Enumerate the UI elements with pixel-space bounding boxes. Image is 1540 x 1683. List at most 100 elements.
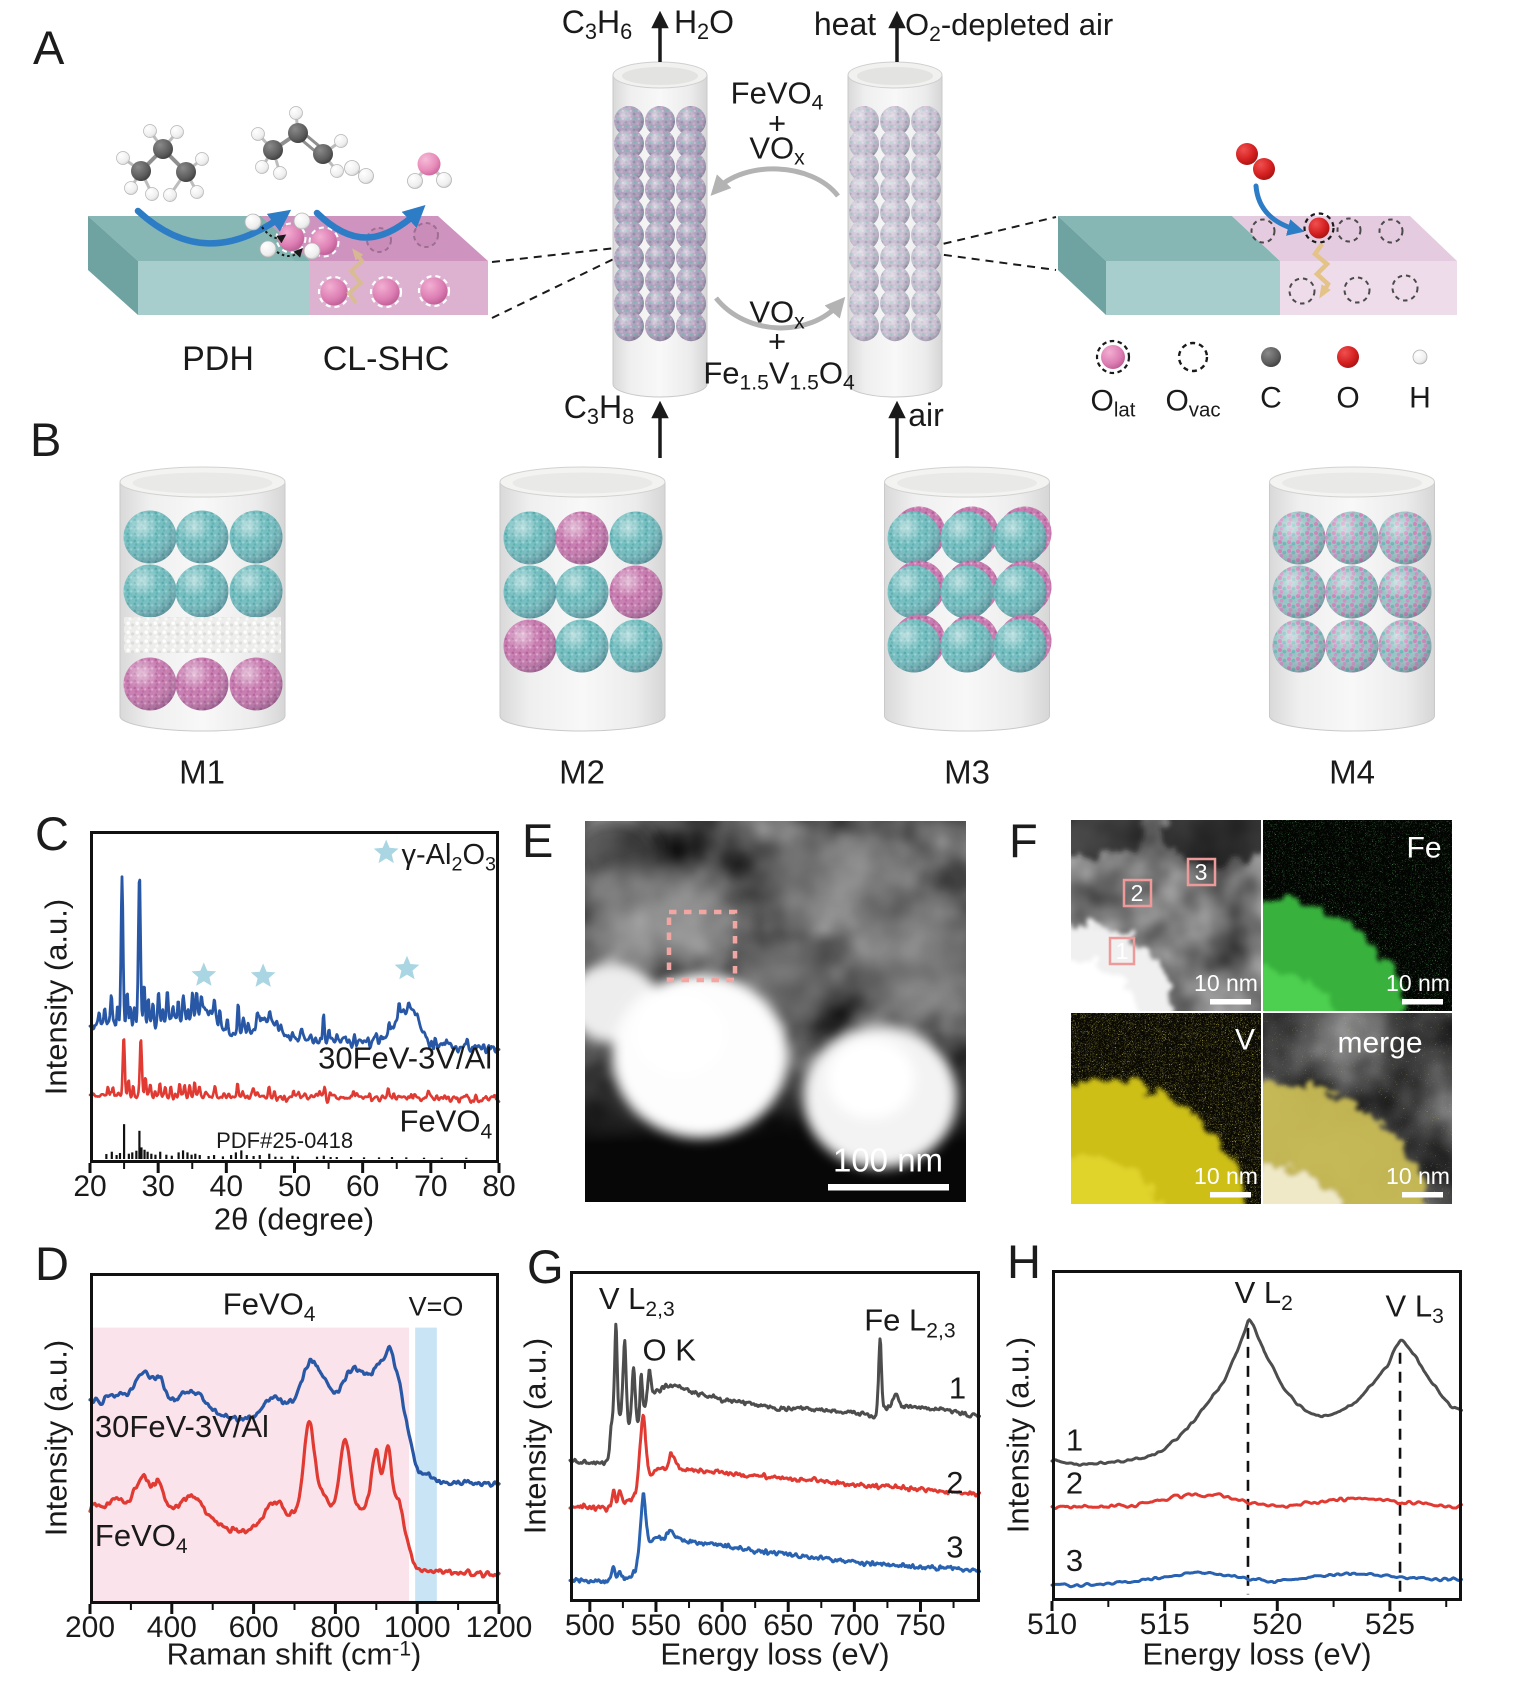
legend-hydrogen-icon [1412, 349, 1428, 365]
reactor2-offgas-label: O2-depleted air [905, 7, 1114, 46]
fe-map [1263, 820, 1452, 1011]
svg-text:1: 1 [949, 1370, 966, 1405]
surface-h-atoms [244, 212, 321, 260]
reactor-1 [612, 61, 708, 398]
panel-letter-b: B [30, 413, 62, 466]
legend-hydrogen-label: H [1409, 381, 1431, 415]
zoom-connector-right [929, 216, 1057, 271]
svg-text:70: 70 [414, 1170, 447, 1203]
eds-maps [1071, 820, 1452, 1204]
panel-a-scene [88, 10, 1457, 458]
h2-molecule [344, 160, 374, 184]
cycle-arrow-top [710, 166, 840, 198]
svg-text:700: 700 [829, 1609, 879, 1642]
bed-m2-label: M2 [559, 753, 605, 791]
svg-text:80: 80 [482, 1170, 515, 1203]
o2-molecule [1236, 143, 1275, 180]
zoom-connector-left [491, 246, 625, 319]
cycle-bottom-vox: VOx [749, 294, 805, 334]
eels-region-3-label: 3 [1194, 858, 1208, 885]
panel-letter-d: D [35, 1237, 69, 1290]
haadf-scalebar-label: 10 nm [1194, 969, 1258, 996]
bed-m3-label: M3 [944, 753, 990, 791]
reactor2-heat-label: heat [813, 6, 877, 43]
eels-region-1-label: 1 [1115, 937, 1129, 964]
haadf-scalebar [1210, 999, 1251, 1005]
svg-text:200: 200 [65, 1611, 115, 1644]
reactor1-feed-label: C3H8 [563, 389, 635, 430]
xrd-ylabel: Intensity (a.u.) [38, 898, 74, 1096]
svg-text:600: 600 [697, 1609, 747, 1642]
svg-text:Fe L2,3: Fe L2,3 [864, 1303, 955, 1343]
reactor1-product-label: C3H6 [561, 4, 633, 45]
merge-map [1263, 1013, 1452, 1204]
svg-text:V=O: V=O [409, 1291, 464, 1321]
svg-text:30: 30 [141, 1170, 174, 1203]
svg-text:3: 3 [946, 1529, 963, 1564]
raman-ylabel: Intensity (a.u.) [38, 1339, 74, 1537]
svg-text:O K: O K [642, 1332, 696, 1367]
svg-text:20: 20 [73, 1170, 106, 1203]
reactor2-feed-label: air [908, 397, 944, 434]
cycle-top-vox: VOx [749, 130, 805, 170]
eels-region-3-box [1186, 857, 1217, 887]
bed-m3 [884, 466, 1052, 732]
slab-front-lattice-oxygens [317, 274, 451, 309]
svg-text:1000: 1000 [384, 1611, 451, 1644]
svg-text:40: 40 [210, 1170, 243, 1203]
panel-letter-h: H [1007, 1235, 1041, 1288]
bed-m2 [499, 466, 666, 732]
legend-oxygen-label: O [1336, 381, 1360, 415]
eels-region-1-box [1108, 936, 1136, 966]
cycle-top-species: FeVO4 [730, 75, 824, 115]
xrd-xlabel: 2θ (degree) [213, 1201, 375, 1237]
svg-text:50: 50 [278, 1170, 311, 1203]
v-scalebar-label: 10 nm [1194, 1162, 1258, 1189]
oxygen-refill-arrow [1311, 242, 1331, 299]
tem-scalebar-label: 100 nm [832, 1141, 944, 1179]
water-molecule [407, 152, 452, 189]
eels-region-2-box [1122, 878, 1153, 908]
svg-text:800: 800 [310, 1611, 360, 1644]
svg-text:V L2,3: V L2,3 [599, 1281, 675, 1321]
svg-text:V L2: V L2 [1235, 1275, 1293, 1315]
reaction-arrow-1 [134, 207, 292, 247]
legend-carbon-label: C [1260, 381, 1282, 415]
panel-b-scene [119, 466, 1435, 732]
eels-fine-ylabel: Intensity (a.u.) [1000, 1336, 1036, 1534]
right-slab-vacancies [1250, 217, 1419, 305]
svg-text:500: 500 [565, 1609, 615, 1642]
raman-xlabel: Raman shift (cm-1) [166, 1636, 422, 1672]
fe-scalebar-label: 10 nm [1386, 969, 1450, 996]
o2-adsorption-arrow [1253, 183, 1305, 236]
svg-text:2: 2 [1066, 1465, 1083, 1500]
v-map-scalebar [1210, 1192, 1251, 1198]
refilled-oxygen [1303, 212, 1335, 244]
bed-m4 [1269, 466, 1435, 732]
fe-map-label: Fe [1406, 831, 1442, 865]
bed-m1-label: M1 [179, 753, 225, 791]
eels-survey-ylabel: Intensity (a.u.) [517, 1337, 553, 1535]
legend-oxygen-vacancy-icon [1177, 341, 1209, 373]
svg-text:400: 400 [147, 1611, 197, 1644]
eels-fine-chart: 510 515 520 525 V L2 V L3 1 2 3 [1027, 1270, 1463, 1641]
svg-text:650: 650 [763, 1609, 813, 1642]
svg-text:515: 515 [1140, 1608, 1190, 1641]
legend-lattice-oxygen-label: Olat [1090, 384, 1136, 421]
svg-text:510: 510 [1027, 1608, 1077, 1641]
reactor-2 [847, 61, 943, 398]
propene-molecule [251, 106, 348, 180]
oxygen-migration-arrow [346, 248, 365, 305]
eels-survey-chart: 500 550 600 650 700 750 V L2,3 O K Fe L2,3 1 2 3 [565, 1271, 981, 1642]
pdh-label: PDH [182, 340, 254, 379]
bed-m4-label: M4 [1329, 753, 1375, 791]
svg-text:PDF#25-0418: PDF#25-0418 [216, 1128, 353, 1153]
legend-carbon-icon [1261, 347, 1281, 367]
panel-letter-c: C [35, 807, 69, 860]
xrd-chart: 20 30 40 50 60 70 80 γ-Al2O3 30FeV-3V/Al FeVO4 PDF… [73, 831, 516, 1203]
raman-chart: 200 400 600 800 1000 1200 FeVO4 V=O 30FeV-3V/Al F… [65, 1273, 532, 1644]
cycle-bottom-species: Fe1.5V1.5O4 [703, 355, 855, 395]
h-transfer-arrow-2 [276, 248, 303, 258]
clshc-label: CL-SHC [322, 340, 450, 379]
svg-text:FeVO4: FeVO4 [95, 1518, 188, 1558]
